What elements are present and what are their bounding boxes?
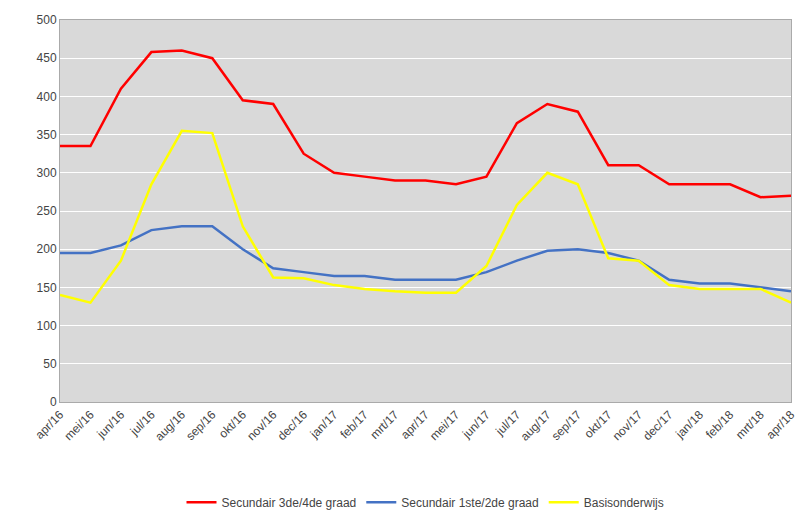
svg-text:0: 0 [50,395,57,409]
svg-text:dec/17: dec/17 [640,408,676,444]
svg-text:Basisonderwijs: Basisonderwijs [584,496,664,510]
svg-text:jan/18: jan/18 [672,408,706,442]
svg-text:nov/17: nov/17 [610,408,646,444]
svg-text:mrt/18: mrt/18 [733,408,767,442]
svg-text:apr/17: apr/17 [398,408,432,442]
svg-text:sep/17: sep/17 [549,408,585,444]
svg-text:100: 100 [37,319,57,333]
svg-text:300: 300 [37,166,57,180]
svg-text:jan/17: jan/17 [307,408,341,442]
svg-text:jun/17: jun/17 [459,408,493,442]
svg-text:sep/16: sep/16 [183,408,219,444]
svg-text:mrt/17: mrt/17 [367,408,401,442]
svg-text:Secundair 3de/4de graad: Secundair 3de/4de graad [222,496,357,510]
svg-text:Secundair 1ste/2de graad: Secundair 1ste/2de graad [401,496,538,510]
svg-text:jul/16: jul/16 [127,408,158,439]
svg-text:jun/16: jun/16 [94,408,128,442]
svg-text:50: 50 [43,357,57,371]
svg-text:200: 200 [37,242,57,256]
svg-text:okt/17: okt/17 [582,408,615,441]
svg-text:apr/16: apr/16 [32,408,66,442]
svg-text:jul/17: jul/17 [492,408,523,439]
svg-text:okt/16: okt/16 [216,408,249,441]
svg-text:nov/16: nov/16 [244,408,280,444]
svg-text:400: 400 [37,90,57,104]
svg-text:250: 250 [37,204,57,218]
svg-text:apr/18: apr/18 [763,408,797,442]
svg-text:500: 500 [37,13,57,27]
svg-text:150: 150 [37,281,57,295]
svg-text:aug/16: aug/16 [152,408,188,444]
svg-text:mei/17: mei/17 [427,408,463,444]
svg-text:350: 350 [37,128,57,142]
svg-text:dec/16: dec/16 [275,408,311,444]
svg-text:mei/16: mei/16 [61,408,97,444]
svg-text:450: 450 [37,51,57,65]
svg-text:feb/17: feb/17 [337,408,371,442]
svg-text:feb/18: feb/18 [703,408,737,442]
svg-text:aug/17: aug/17 [518,408,554,444]
